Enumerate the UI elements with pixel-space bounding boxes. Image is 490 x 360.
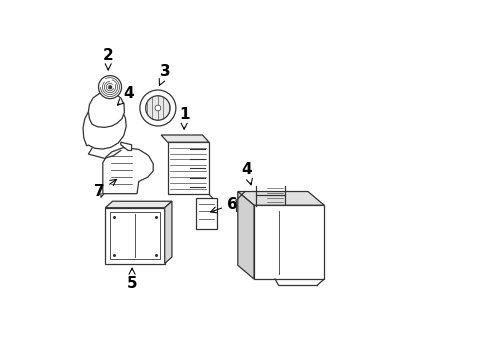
Text: 5: 5 [127,268,137,291]
Polygon shape [105,201,172,208]
Circle shape [140,90,176,126]
Polygon shape [238,192,254,279]
Polygon shape [103,148,153,194]
Text: 1: 1 [179,107,190,129]
Polygon shape [88,92,124,127]
Polygon shape [105,208,165,264]
Text: 4: 4 [242,162,252,185]
Polygon shape [238,192,324,205]
Polygon shape [161,135,209,142]
Circle shape [98,76,122,99]
Polygon shape [121,142,132,150]
Text: 4: 4 [118,86,134,105]
Text: 6: 6 [211,197,238,213]
Text: 7: 7 [94,179,117,199]
Circle shape [146,96,170,120]
Text: 2: 2 [103,48,114,70]
Polygon shape [83,103,126,149]
Polygon shape [165,201,172,264]
Bar [110,212,160,259]
Text: 3: 3 [159,64,171,85]
Polygon shape [254,205,324,279]
Bar [168,142,209,194]
Circle shape [155,105,161,111]
Bar [196,198,217,229]
